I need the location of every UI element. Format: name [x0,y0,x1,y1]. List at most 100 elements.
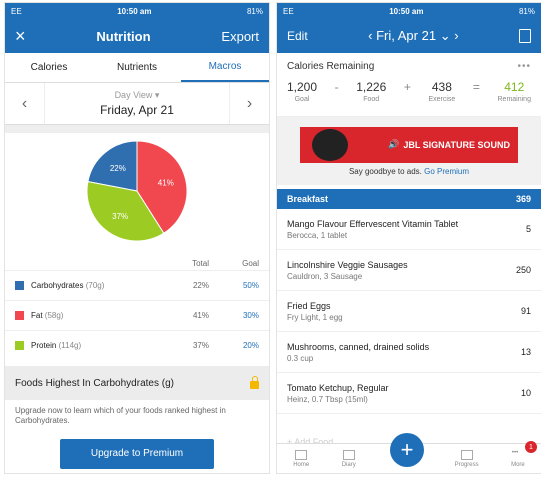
food-calories: 250 [515,265,531,275]
pie-label-protein: 37% [112,212,128,221]
calories-title: Calories Remaining [287,61,375,72]
macros-pie-chart: 22% 41% 37% [5,133,269,249]
exercise-value: 438 [431,80,452,94]
section-title: Foods Highest In Carbohydrates (g) [15,377,174,389]
carrier-label: EE [11,6,22,16]
food-serving: Cauldron, 3 Sausage [287,271,363,281]
date-navigator: ‹ Day View ▾ Friday, Apr 21 › [5,83,269,125]
macros-table: Carbohydrates (70g) 22% 50% Fat (58g) 41… [5,270,269,360]
chevron-right-icon[interactable]: › [229,83,269,124]
nav-more-label: More [511,461,525,468]
minus-sign: - [334,80,339,94]
book-icon [342,449,355,460]
list-item[interactable]: Tomato Ketchup, Regular Heinz, 0.7 Tbsp (… [277,373,541,414]
tab-nutrients[interactable]: Nutrients [116,62,157,73]
macro-total: 22% [192,281,209,290]
lock-icon [250,375,259,389]
chevron-left-icon[interactable]: ‹ [5,83,45,124]
tab-macros[interactable]: Macros [181,53,269,82]
ad-banner[interactable]: 🔊 JBL SIGNATURE SOUND Say goodbye to ads… [277,117,541,185]
food-name: Fried Eggs [287,300,331,311]
food-name: Mango Flavour Effervescent Vitamin Table… [287,218,459,229]
macro-goal[interactable]: 50% [242,281,259,290]
macro-grams: (58g) [44,311,64,320]
nav-more[interactable]: ••• More [511,450,525,468]
pie-label-fat: 41% [158,179,174,188]
equals-sign: = [472,80,480,94]
tab-calories[interactable]: Calories [30,62,68,73]
food-calories: 91 [520,306,531,316]
chevron-left-icon[interactable]: ‹ [368,28,377,43]
date-display[interactable]: Day View ▾ Friday, Apr 21 [45,90,229,117]
nav-progress[interactable]: Progress [454,449,479,468]
food-serving: 0.3 cup [287,353,314,363]
protein-swatch [15,341,24,350]
remaining-label: Remaining [497,96,531,103]
list-item[interactable]: Mango Flavour Effervescent Vitamin Table… [277,209,541,250]
carrier-label: EE [283,6,294,16]
upgrade-text: Upgrade now to learn which of your foods… [15,406,226,426]
battery-label: 81% [518,6,535,16]
chevron-down-icon: ⌄ [439,28,455,43]
ad-brand: JBL SIGNATURE SOUND [403,139,510,150]
nav-home[interactable]: Home [293,449,309,468]
ad-image[interactable]: 🔊 JBL SIGNATURE SOUND [300,126,518,163]
goal-header: Goal [242,259,259,268]
macro-grams: (70g) [85,281,105,290]
total-header: Total [192,259,209,268]
more-options-icon[interactable]: ••• [517,61,531,72]
macro-goal[interactable]: 20% [242,341,259,350]
export-button[interactable]: Export [221,28,259,44]
food-name: Mushrooms, canned, drained solids [287,341,430,352]
status-bar: EE 10:50 am 81% [5,3,269,19]
list-item[interactable]: Lincolnshire Veggie Sausages Cauldron, 3 … [277,250,541,291]
divider [5,125,269,133]
date-selector[interactable]: ‹ Fri, Apr 21 ⌄ › [368,28,458,44]
add-button[interactable]: + [390,433,424,467]
food-serving: Berocca, 1 tablet [287,230,348,240]
food-label: Food [363,96,380,103]
plus-icon: + [400,437,414,462]
list-item[interactable]: Fried Eggs Fry Light, 1 egg 91 [277,291,541,332]
close-icon[interactable]: × [15,25,26,46]
macro-total: 41% [192,311,209,320]
ad-text: Say goodbye to ads. [348,166,422,176]
battery-label: 81% [246,6,263,16]
meal-header-breakfast[interactable]: Breakfast 369 [277,189,541,209]
table-header: Total Goal [5,255,269,270]
chevron-right-icon[interactable]: › [454,28,459,43]
edit-button[interactable]: Edit [287,29,308,43]
goal-value: 1,200 [287,80,318,94]
pie-slice-carbohydrates [87,140,138,192]
go-premium-link[interactable]: Go Premium [424,166,470,176]
nutrition-screen: EE 10:50 am 81% × Nutrition Export Calor… [4,2,270,474]
food-name: Lincolnshire Veggie Sausages [287,259,408,270]
exercise-label: Exercise [428,96,456,103]
clock: 10:50 am [389,6,424,16]
macro-name: Protein [31,341,57,350]
remaining-value: 412 [504,80,525,94]
meal-label: Breakfast [287,194,329,204]
food-calories: 13 [520,347,531,357]
diary-settings-icon[interactable] [519,29,531,43]
view-selector[interactable]: Day View ▾ [114,90,160,100]
selected-date: Friday, Apr 21 [100,103,174,117]
home-icon [295,449,308,460]
nav-diary[interactable]: Diary [342,449,356,468]
macro-goal[interactable]: 30% [242,311,259,320]
carbs-swatch [15,281,24,290]
selected-date: Fri, Apr 21 [376,28,437,43]
meal-total: 369 [515,194,531,204]
add-food-button[interactable]: + Add Food [287,437,334,447]
pie-slice-protein [86,181,165,242]
pie-svg: 22% 41% 37% [86,140,188,242]
list-item[interactable]: Mushrooms, canned, drained solids 0.3 cup… [277,332,541,373]
macro-grams: (114g) [58,341,82,350]
fat-swatch [15,311,24,320]
upgrade-button[interactable]: Upgrade to Premium [60,438,214,469]
nav-progress-label: Progress [454,461,479,468]
food-calories: 5 [525,224,531,234]
diary-screen: EE 10:50 am 81% Edit ‹ Fri, Apr 21 ⌄ › C… [276,2,541,474]
table-row: Carbohydrates (70g) 22% 50% [5,270,269,300]
notification-badge: 1 [525,441,537,453]
